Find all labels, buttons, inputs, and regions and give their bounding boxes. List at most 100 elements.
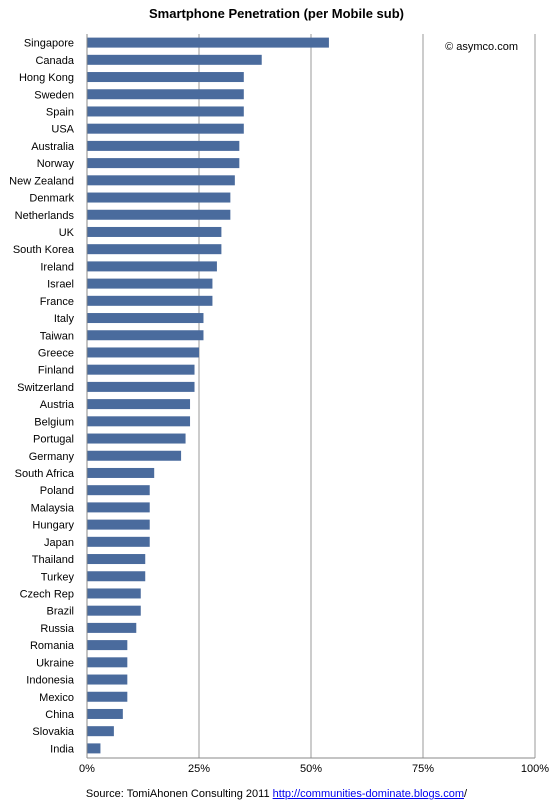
category-label: Austria <box>40 399 75 411</box>
category-label: Netherlands <box>15 210 75 222</box>
bar <box>87 175 235 186</box>
chart-title: Smartphone Penetration (per Mobile sub) <box>149 6 404 21</box>
source-text: Source: TomiAhonen Consulting 2011 <box>85 788 273 800</box>
source-link[interactable]: http://communities-dominate.blogs.com <box>272 788 465 800</box>
bar <box>87 691 128 702</box>
x-tick-label: 50% <box>300 763 322 775</box>
category-labels: Singapore Canada Hong Kong Sweden Spain USA Au… <box>9 38 75 756</box>
category-label: Ukraine <box>36 657 74 669</box>
bar <box>87 37 329 48</box>
category-label: Spain <box>46 106 74 118</box>
source-suffix: / <box>464 788 468 800</box>
x-tick-label: 75% <box>412 763 434 775</box>
bar <box>87 347 199 358</box>
bar <box>87 123 244 134</box>
bar <box>87 244 222 255</box>
category-label: China <box>45 709 75 721</box>
category-label: Russia <box>40 623 75 635</box>
category-label: Germany <box>29 451 75 463</box>
category-label: Japan <box>44 537 74 549</box>
bar <box>87 330 204 341</box>
bar <box>87 226 222 237</box>
bar <box>87 485 150 496</box>
category-label: Israel <box>47 279 74 291</box>
bar <box>87 519 150 530</box>
category-label: Slovakia <box>32 726 74 738</box>
bar <box>87 674 128 685</box>
source-line: Source: TomiAhonen Consulting 2011 http:… <box>0 788 553 800</box>
bar <box>87 72 244 83</box>
bar <box>87 657 128 668</box>
category-label: Sweden <box>34 89 74 101</box>
bar <box>87 433 186 444</box>
bar <box>87 726 114 737</box>
category-label: Indonesia <box>26 675 75 687</box>
category-label: Brazil <box>46 606 74 618</box>
category-label: Malaysia <box>31 502 75 514</box>
category-label: France <box>40 296 74 308</box>
category-label: Belgium <box>34 416 74 428</box>
bar <box>87 502 150 513</box>
bar <box>87 640 128 651</box>
category-label: Mexico <box>39 692 74 704</box>
category-label: Greece <box>38 347 74 359</box>
bar <box>87 209 231 220</box>
bar <box>87 278 213 289</box>
bar <box>87 295 213 306</box>
category-label: Czech Rep <box>20 588 74 600</box>
category-label: Romania <box>30 640 75 652</box>
bar <box>87 313 204 324</box>
bar <box>87 261 217 272</box>
category-label: South Korea <box>13 244 75 256</box>
bar <box>87 364 195 375</box>
category-label: Canada <box>35 55 74 67</box>
category-label: India <box>50 743 75 755</box>
category-label: Norway <box>37 158 75 170</box>
bar <box>87 89 244 100</box>
bars <box>87 37 329 754</box>
category-label: Taiwan <box>40 330 74 342</box>
gridlines <box>198 34 536 758</box>
category-label: Turkey <box>41 571 75 583</box>
bar <box>87 622 137 633</box>
category-label: New Zealand <box>9 175 74 187</box>
bar <box>87 158 240 169</box>
bar <box>87 192 231 203</box>
category-label: Australia <box>31 141 75 153</box>
bar <box>87 708 123 719</box>
category-label: Poland <box>40 485 74 497</box>
category-label: Denmark <box>29 193 74 205</box>
category-label: Ireland <box>40 261 74 273</box>
bar <box>87 399 191 410</box>
category-label: Thailand <box>32 554 74 566</box>
bar <box>87 536 150 547</box>
bar <box>87 743 101 754</box>
x-tick-label: 0% <box>79 763 95 775</box>
category-label: Hong Kong <box>19 72 74 84</box>
bar <box>87 450 182 461</box>
bar <box>87 106 244 117</box>
watermark: © asymco.com <box>445 41 518 53</box>
category-label: UK <box>59 227 75 239</box>
bar <box>87 140 240 151</box>
category-label: South Africa <box>15 468 75 480</box>
category-label: Portugal <box>33 434 74 446</box>
category-label: Italy <box>54 313 75 325</box>
x-tick-labels: 0% 25% 50% 75% 100% <box>79 763 549 775</box>
category-label: Finland <box>38 365 74 377</box>
category-label: Switzerland <box>17 382 74 394</box>
bar <box>87 467 155 478</box>
bar <box>87 605 141 616</box>
category-label: Hungary <box>32 520 74 532</box>
bar <box>87 54 262 65</box>
bar <box>87 554 146 565</box>
x-tick-label: 25% <box>188 763 210 775</box>
category-label: Singapore <box>24 38 74 50</box>
bar <box>87 416 191 427</box>
category-label: USA <box>51 124 74 136</box>
bar <box>87 571 146 582</box>
x-tick-label: 100% <box>521 763 549 775</box>
bar <box>87 588 141 599</box>
bar <box>87 381 195 392</box>
